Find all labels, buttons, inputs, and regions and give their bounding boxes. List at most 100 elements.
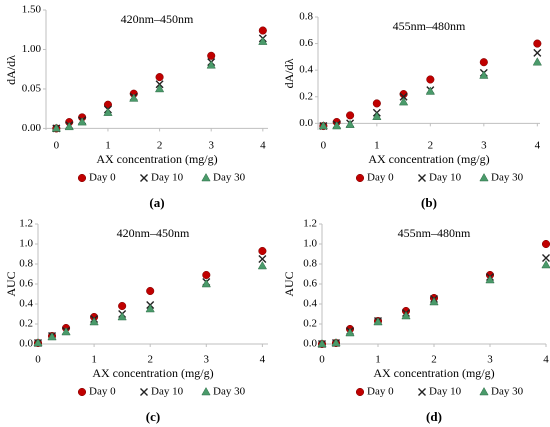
y-axis-label: AUC bbox=[4, 271, 18, 296]
data-point bbox=[372, 111, 382, 120]
data-point bbox=[257, 260, 268, 270]
x-tick-label: 2 bbox=[428, 140, 434, 152]
y-tick-label: 1.2 bbox=[19, 218, 33, 230]
data-point bbox=[206, 60, 216, 69]
data-point bbox=[541, 239, 550, 249]
y-axis-label: dA/dλ bbox=[4, 55, 18, 85]
legend-marker bbox=[140, 174, 148, 182]
y-tick-label: 0.0 bbox=[303, 338, 317, 350]
y-tick-label: 0.8 bbox=[303, 258, 317, 270]
y-tick-label: 0.00 bbox=[22, 122, 42, 134]
data-point bbox=[61, 326, 71, 336]
data-point bbox=[398, 97, 409, 106]
data-point bbox=[373, 316, 383, 326]
legend-marker bbox=[140, 388, 148, 396]
x-tick-label: 1 bbox=[375, 354, 381, 366]
x-tick-label: 4 bbox=[535, 140, 541, 152]
data-point bbox=[202, 270, 211, 280]
x-tick-label: 4 bbox=[543, 354, 549, 366]
x-tick-label: 1 bbox=[374, 140, 380, 152]
data-point bbox=[51, 123, 61, 132]
data-point bbox=[207, 51, 216, 60]
data-point bbox=[346, 111, 355, 120]
y-tick-label: 0.6 bbox=[303, 278, 317, 290]
x-tick-label: 0 bbox=[321, 140, 327, 152]
x-axis-label: AX concentration (mg/g) bbox=[92, 366, 213, 380]
legend-marker bbox=[355, 387, 365, 397]
subtitle: 420nm–450nm bbox=[117, 226, 190, 240]
legend-marker bbox=[201, 386, 211, 396]
y-tick-label: 0.8 bbox=[299, 11, 313, 23]
legend-marker bbox=[418, 174, 426, 182]
data-point bbox=[89, 316, 99, 326]
y-tick-label: 0.0 bbox=[19, 338, 33, 350]
data-point bbox=[258, 26, 267, 35]
data-point bbox=[117, 311, 127, 321]
legend-label: Day 0 bbox=[89, 172, 116, 184]
data-point bbox=[129, 93, 139, 102]
legend-label: Day 30 bbox=[213, 386, 246, 398]
data-point bbox=[399, 92, 408, 101]
legend-label: Day 30 bbox=[491, 172, 524, 184]
y-tick-label: 0.4 bbox=[303, 298, 317, 310]
x-axis-label: AX concentration (mg/g) bbox=[368, 152, 489, 166]
y-tick-label: 1.0 bbox=[303, 238, 317, 250]
data-point bbox=[64, 121, 74, 131]
x-tick-label: 1 bbox=[91, 354, 97, 366]
x-tick-label: 4 bbox=[260, 354, 266, 366]
data-point bbox=[345, 119, 355, 128]
panel: 0.00 0.05 1.00 1.50 0 1 2 3 4 420nm–450nm AX conce… bbox=[4, 4, 268, 210]
y-tick-label: 1.2 bbox=[303, 218, 317, 230]
x-tick-label: 3 bbox=[204, 354, 210, 366]
data-point bbox=[401, 310, 411, 320]
y-tick-label: 0.0 bbox=[299, 117, 313, 129]
legend-label: Day 10 bbox=[151, 172, 184, 184]
x-tick-label: 2 bbox=[431, 354, 437, 366]
y-axis-label: dA/dλ bbox=[282, 58, 296, 88]
panel: 0.0 0.2 0.4 0.6 0.8 1.0 1.2 0 1 2 3 4 455nm–480nm AX … bbox=[282, 218, 550, 424]
x-tick-label: 3 bbox=[487, 354, 493, 366]
x-tick-label: 3 bbox=[481, 140, 487, 152]
y-tick-label: 0.4 bbox=[299, 64, 313, 76]
data-point bbox=[103, 107, 113, 116]
data-point bbox=[118, 301, 127, 311]
data-point bbox=[258, 246, 267, 256]
caption: (c) bbox=[146, 409, 160, 424]
y-tick-label: 1.00 bbox=[22, 43, 42, 55]
x-axis-label: AX concentration (mg/g) bbox=[96, 152, 217, 166]
data-point bbox=[331, 337, 341, 347]
y-tick-label: 0.2 bbox=[303, 318, 317, 330]
x-axis-label: AX concentration (mg/g) bbox=[373, 366, 494, 380]
legend-label: Day 10 bbox=[151, 386, 184, 398]
data-point bbox=[146, 286, 155, 296]
caption: (d) bbox=[426, 409, 442, 424]
data-point bbox=[77, 117, 87, 126]
data-point bbox=[542, 254, 550, 262]
y-tick-label: 0.2 bbox=[299, 90, 313, 102]
data-point bbox=[372, 99, 381, 108]
legend-label: Day 30 bbox=[213, 172, 246, 184]
legend-label: Day 0 bbox=[367, 172, 394, 184]
subtitle: 455nm–480nm bbox=[393, 19, 466, 33]
legend-label: Day 10 bbox=[429, 386, 462, 398]
data-point bbox=[533, 39, 542, 48]
y-tick-label: 1.0 bbox=[19, 238, 33, 250]
y-tick-label: 0.8 bbox=[19, 258, 33, 270]
data-point bbox=[145, 303, 155, 313]
y-tick-label: 0.6 bbox=[299, 37, 313, 49]
data-point bbox=[541, 259, 550, 269]
data-point bbox=[425, 86, 435, 95]
caption: (a) bbox=[149, 195, 164, 210]
y-tick-label: 1.50 bbox=[22, 4, 42, 16]
data-point bbox=[33, 337, 43, 347]
x-tick-label: 4 bbox=[260, 140, 266, 152]
legend-marker bbox=[201, 172, 211, 182]
y-axis-label: AUC bbox=[282, 271, 296, 296]
x-tick-label: 3 bbox=[208, 140, 214, 152]
subtitle: 455nm–480nm bbox=[398, 226, 471, 240]
data-point bbox=[532, 57, 542, 66]
data-point bbox=[345, 327, 355, 337]
panel: 0.0 0.2 0.4 0.6 0.8 0 1 2 3 4 455nm–480nm AX concen… bbox=[282, 11, 542, 210]
x-tick-label: 2 bbox=[147, 354, 153, 366]
